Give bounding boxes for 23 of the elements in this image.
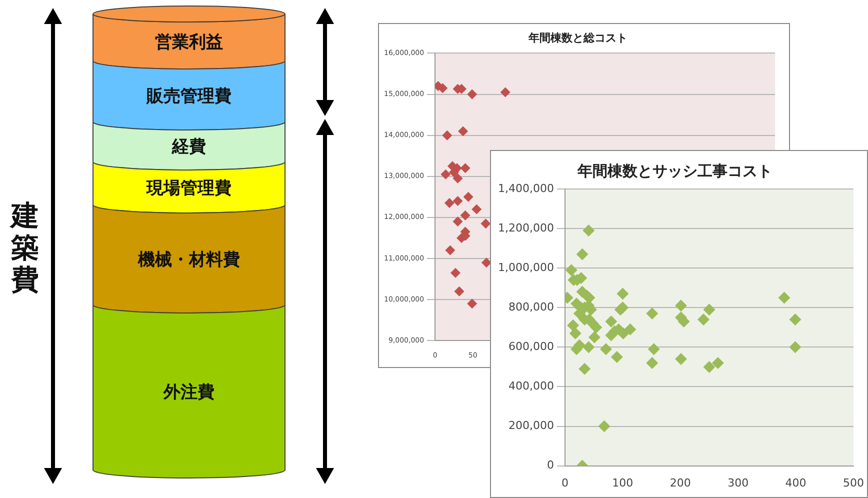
y-tick-label: 400,000 [508,380,554,393]
category-label: 外注費 [162,382,214,402]
category-label: 機械・材料費 [137,250,240,270]
x-tick-label: 0 [561,476,568,490]
x-tick-label: 200 [670,476,691,490]
y-tick-label: 1,400,000 [498,182,554,195]
chart-title: 年間棟数とサッシ工事コスト [576,162,772,180]
category-label: 販売管理費 [146,86,232,106]
y-tick-label: 800,000 [508,300,554,314]
x-tick-label: 400 [785,476,806,490]
category-label: 経費 [171,137,206,157]
chart-title: 年間棟数と総コスト [528,31,628,44]
y-tick-label: 600,000 [508,340,554,354]
x-tick-label: 300 [728,476,749,490]
category-label: 営業利益 [155,32,223,52]
category-label: 現場管理費 [146,178,232,198]
y-tick-label: 1,200,000 [498,221,554,234]
y-tick-label: 200,000 [508,419,554,432]
text: 建築費 [10,199,40,296]
y-tick-label: 0 [546,458,554,472]
x-tick-label: 100 [612,476,634,490]
x-tick-label: 500 [843,476,864,490]
y-tick-label: 1,000,000 [498,260,554,274]
